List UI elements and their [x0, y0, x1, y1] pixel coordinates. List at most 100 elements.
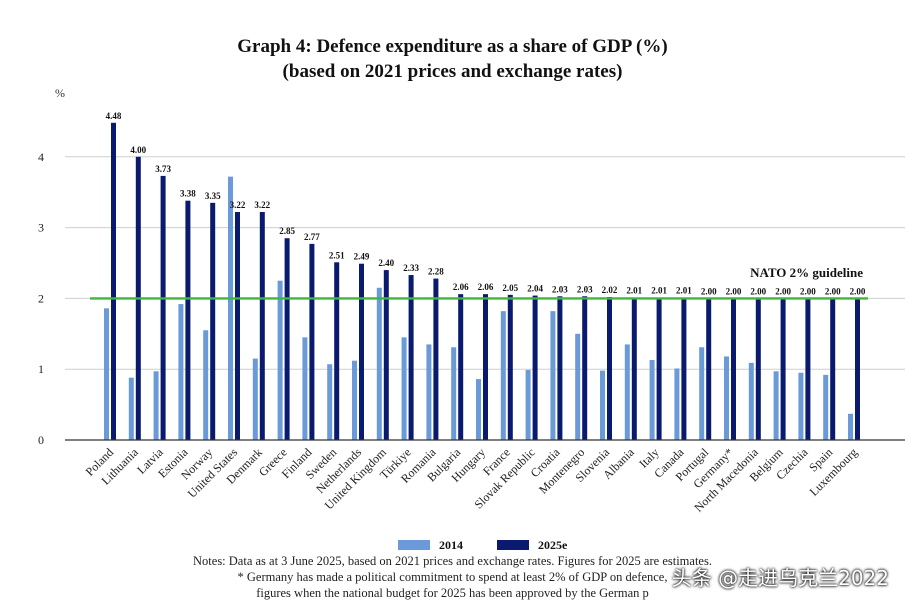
- bar-2014: [426, 344, 432, 440]
- bar-2025e: [681, 297, 687, 440]
- bar-2025e: [334, 262, 340, 440]
- data-label-2025e: 3.35: [205, 191, 221, 201]
- bar-2014: [624, 344, 630, 440]
- bar-2025e: [507, 294, 513, 440]
- bar-2025e: [284, 238, 290, 440]
- bar-2014: [302, 337, 308, 440]
- legend-swatch-2025e: [497, 540, 529, 550]
- notes-line-1: Notes: Data as at 3 June 2025, based on …: [193, 554, 712, 568]
- bar-2025e: [483, 294, 488, 440]
- bar-2014: [352, 360, 357, 440]
- bar-2025e: [706, 298, 712, 440]
- bar-2025e: [631, 297, 637, 440]
- data-label-2025e: 2.00: [750, 286, 766, 296]
- bar-2014: [104, 308, 109, 440]
- bar-2025e: [830, 298, 836, 440]
- nato-guideline-label: NATO 2% guideline: [750, 265, 863, 280]
- bar-2025e: [582, 296, 588, 440]
- bar-2025e: [656, 297, 662, 440]
- data-label-2025e: 2.49: [354, 252, 370, 262]
- bar-2014: [401, 337, 407, 440]
- bar-2014: [699, 347, 705, 440]
- bar-2014: [252, 358, 258, 440]
- bar-2025e: [259, 212, 265, 440]
- bar-2014: [128, 377, 134, 440]
- chart-subtitle: (based on 2021 prices and exchange rates…: [282, 61, 623, 82]
- data-label-2025e: 2.33: [403, 263, 419, 273]
- legend-item-2025e: 2025e: [497, 537, 567, 553]
- bar-2014: [178, 304, 184, 440]
- bar-2025e: [607, 296, 612, 440]
- legend-item-2014: 2014: [398, 537, 463, 553]
- data-label-2025e: 4.48: [106, 111, 122, 121]
- y-tick-label: 3: [38, 221, 44, 235]
- y-tick-label: 4: [38, 150, 44, 164]
- data-label-2025e: 2.06: [453, 282, 469, 292]
- data-label-2025e: 2.01: [626, 286, 642, 296]
- notes-line-3: figures when the national budget for 202…: [256, 586, 649, 600]
- chart-title: Graph 4: Defence expenditure as a share …: [237, 36, 668, 57]
- bar-2014: [451, 347, 457, 440]
- bar-2014: [773, 371, 779, 440]
- data-label-2025e: 3.22: [230, 200, 246, 210]
- bar-2014: [674, 368, 680, 440]
- data-label-2025e: 2.03: [552, 284, 568, 294]
- y-tick-label: 0: [38, 433, 44, 447]
- bar-2014: [203, 330, 209, 440]
- bar-2014: [575, 333, 581, 440]
- bar-2025e: [111, 122, 116, 440]
- data-label-2025e: 2.06: [478, 282, 494, 292]
- data-label-2025e: 2.40: [378, 258, 394, 268]
- bar-2014: [600, 370, 605, 440]
- bar-2025e: [557, 296, 563, 440]
- data-label-2025e: 2.03: [577, 284, 593, 294]
- bar-2025e: [780, 298, 786, 440]
- bar-2014: [823, 374, 829, 440]
- watermark: 头条 @走进乌克兰2022: [671, 566, 889, 590]
- data-label-2025e: 4.00: [130, 145, 146, 155]
- bar-2014: [153, 371, 159, 440]
- bar-2014: [848, 413, 853, 440]
- bar-2025e: [458, 294, 464, 440]
- bar-2025e: [433, 278, 439, 440]
- legend-label-2025e: 2025e: [538, 537, 568, 552]
- data-label-2025e: 3.73: [155, 164, 171, 174]
- y-tick-label: 1: [38, 362, 44, 376]
- data-label-2025e: 2.00: [850, 286, 866, 296]
- y-tick-label: 2: [38, 291, 44, 305]
- bar-2014: [798, 372, 804, 440]
- bar-2025e: [359, 263, 364, 440]
- bar-2014: [500, 311, 506, 440]
- y-axis-label: %: [55, 86, 65, 100]
- data-label-2025e: 2.00: [800, 286, 816, 296]
- bar-2025e: [235, 212, 240, 440]
- bar-2014: [748, 362, 754, 440]
- bar-2014: [277, 280, 283, 440]
- bar-2025e: [408, 275, 414, 440]
- data-label-2025e: 2.01: [651, 286, 667, 296]
- bar-2025e: [210, 202, 216, 440]
- data-label-2025e: 2.85: [279, 226, 295, 236]
- legend-swatch-2014: [398, 540, 430, 550]
- bar-2025e: [805, 298, 811, 440]
- bar-2014: [550, 311, 556, 440]
- bar-2014: [228, 176, 233, 440]
- data-label-2025e: 2.77: [304, 232, 320, 242]
- data-label-2025e: 2.51: [329, 250, 345, 260]
- data-label-2025e: 2.04: [527, 284, 543, 294]
- bar-2025e: [731, 298, 736, 440]
- notes-line-2: * Germany has made a political commitmen…: [237, 570, 668, 584]
- data-label-2025e: 3.22: [254, 200, 270, 210]
- bar-2025e: [755, 298, 761, 440]
- data-label-2025e: 3.38: [180, 189, 196, 199]
- data-label-2025e: 2.00: [775, 286, 791, 296]
- bar-2025e: [532, 295, 538, 440]
- bar-2014: [649, 359, 655, 440]
- legend-label-2014: 2014: [439, 537, 463, 552]
- data-label-2025e: 2.05: [502, 283, 518, 293]
- data-label-2025e: 2.00: [726, 286, 742, 296]
- bar-2025e: [309, 243, 315, 440]
- data-label-2025e: 2.02: [602, 285, 618, 295]
- data-label-2025e: 2.28: [428, 267, 444, 277]
